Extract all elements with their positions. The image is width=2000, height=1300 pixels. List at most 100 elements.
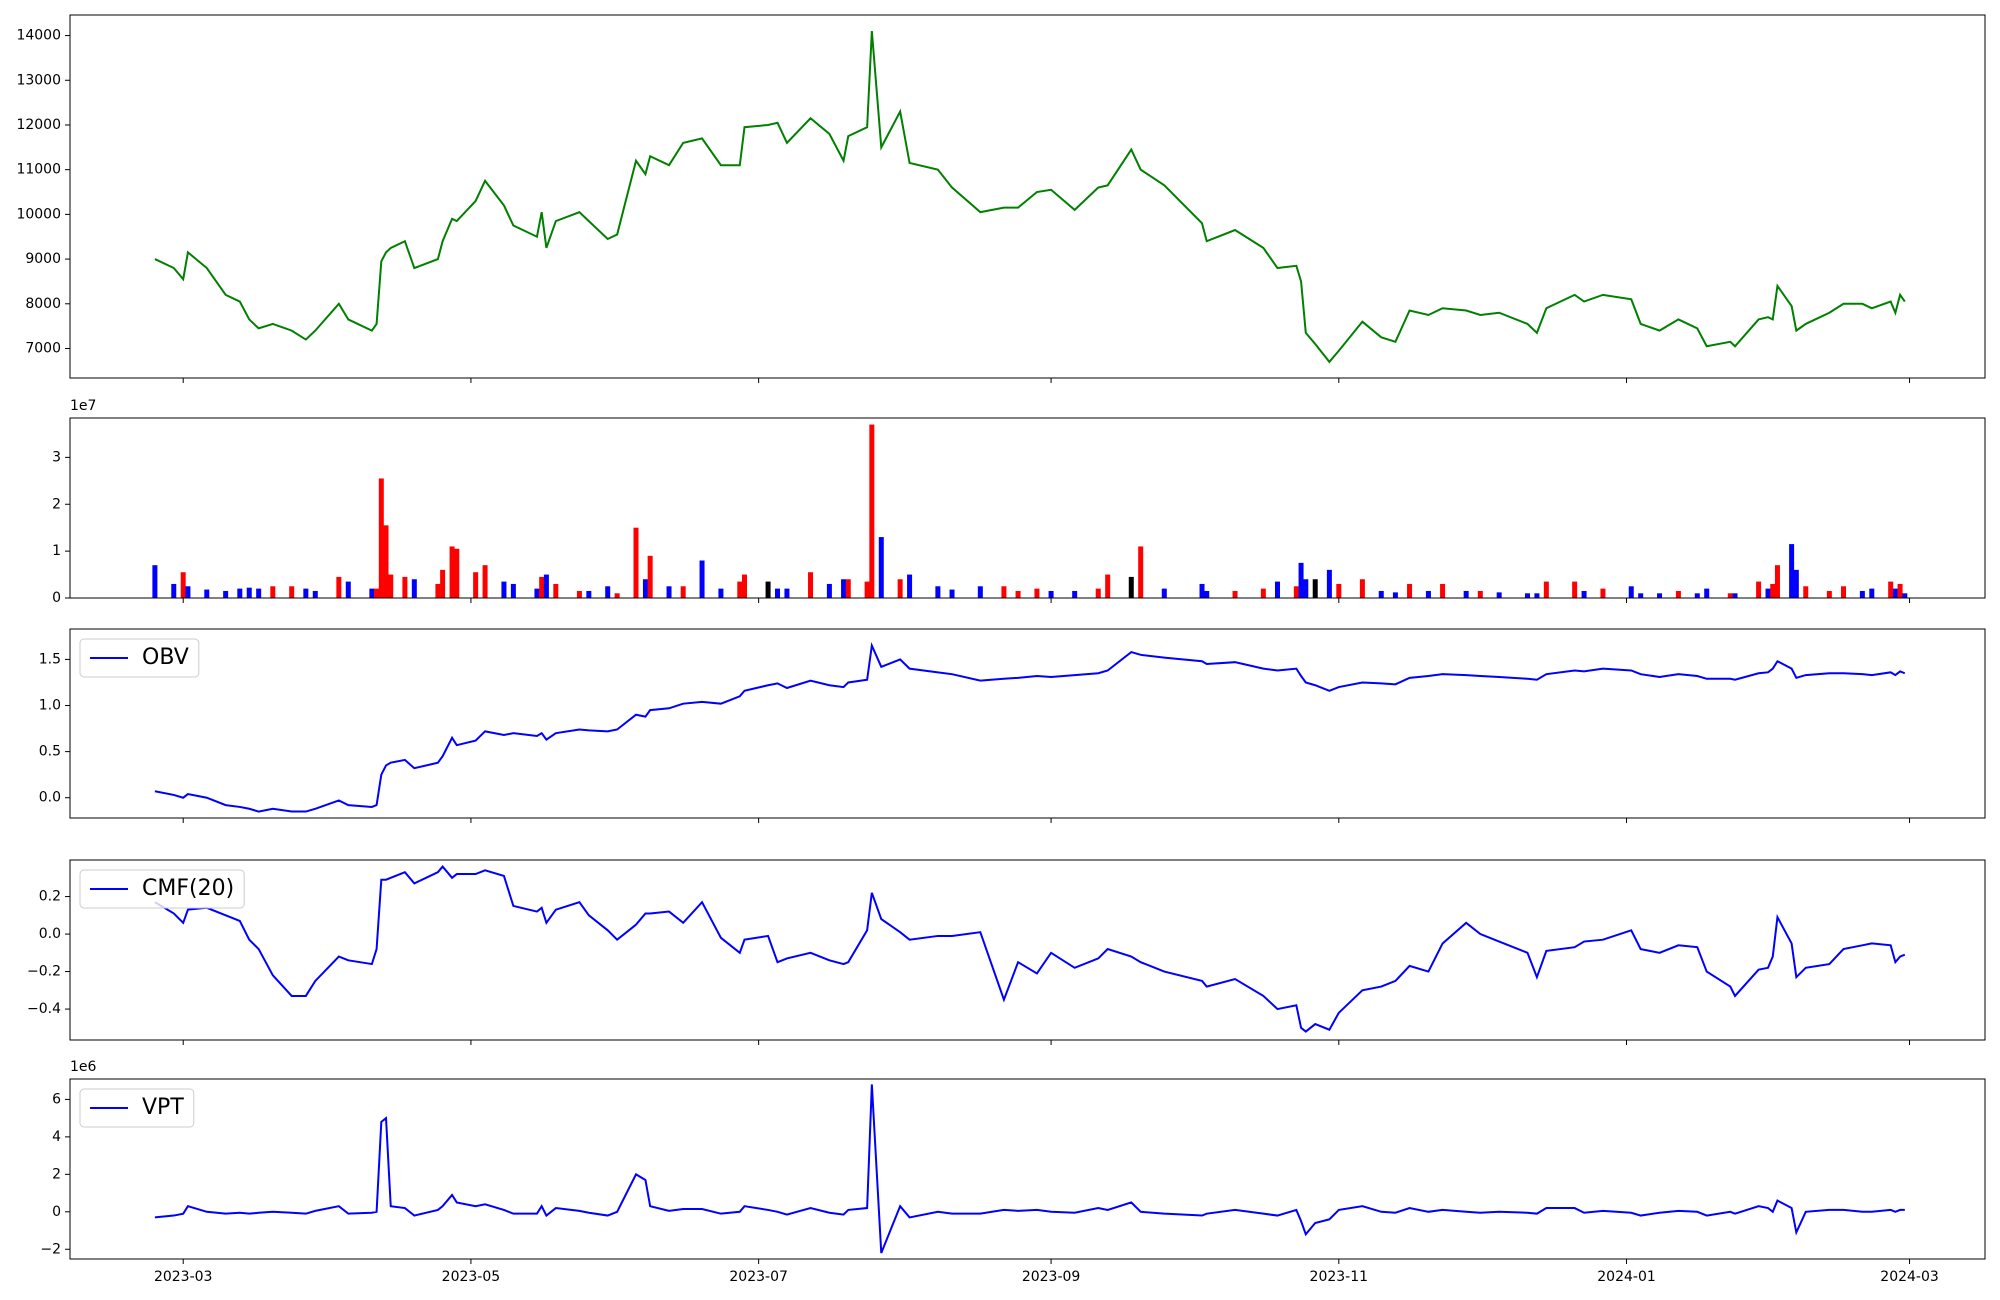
y-tick-label: 1.5 [39,651,61,667]
volume-bar [1298,562,1304,598]
volume-bar [1628,586,1634,598]
y-tick-label: 6 [52,1091,61,1107]
volume-bar [765,581,771,598]
x-tick-label: 2023-11 [1310,1269,1369,1285]
volume-bar [1326,569,1332,598]
volume-bar [1892,588,1898,598]
volume-bar [1303,579,1309,598]
volume-bar [1657,593,1663,598]
volume-bar [1463,590,1469,598]
volume-bar [1756,581,1762,598]
y-tick-label: 0 [52,1204,61,1220]
legend-label: OBV [142,645,189,670]
volume-bar [171,583,177,598]
y-tick-label: 1.0 [39,698,61,714]
volume-bar [1496,592,1502,598]
volume-bar [784,588,790,598]
volume-bar [977,586,983,598]
volume-bar [204,589,210,598]
volume-bar [878,537,884,598]
axes-frame [69,628,1986,819]
series-line [154,31,1906,364]
y-tick-label: 8000 [25,296,61,312]
y-tick-label: 0 [52,590,61,606]
y-tick-label: 1 [52,543,61,559]
volume-bar [336,576,342,598]
volume-bar [1774,565,1780,598]
volume-bar [501,581,507,598]
series-line [154,641,1906,813]
volume-bar [1770,583,1776,598]
volume-bar [374,588,380,598]
volume-bar [1888,581,1894,598]
volume-bar [1869,588,1875,598]
volume-bar [907,574,913,598]
x-tick-label: 2024-01 [1597,1269,1656,1285]
axes-frame [69,1078,1986,1260]
axis-offset-label: 1e7 [70,398,96,414]
y-tick-label: 0.5 [39,744,61,760]
volume-bar [1425,590,1431,598]
volume-bar [1694,593,1700,598]
y-tick-label: 0.2 [39,889,61,905]
volume-bar [586,590,592,598]
volume-bar [510,583,516,598]
volume-bar [411,579,417,598]
volume-bar [1600,588,1606,598]
volume-bar [180,572,186,598]
volume-bar [303,588,309,598]
volume-bar [1803,586,1809,598]
volume-bar [1138,546,1144,598]
volume-bar [935,586,941,598]
volume-bar [1789,544,1795,598]
volume-bar [647,555,653,598]
volume-bar [642,579,648,598]
volume-bar [1524,593,1530,598]
volume-bar [1765,588,1771,598]
volume-bar [270,586,276,598]
series-line [154,865,1906,1033]
volume-bar [614,593,620,598]
volume-bar [185,586,191,598]
y-tick-label: 0.0 [39,926,61,942]
volume-bar [1048,590,1054,598]
volume-bar [1727,593,1733,598]
volume-bar [237,588,243,598]
volume-bar [897,579,903,598]
volume-bar [1902,593,1908,598]
volume-bar [312,590,318,598]
volume-bar [402,576,408,598]
volume-bar [534,588,540,598]
y-tick-label: 2 [52,1166,61,1182]
volume-bar [605,586,611,598]
legend: CMF(20) [79,869,245,909]
volume-bar [1378,590,1384,598]
volume-bar [1840,586,1846,598]
volume-bar [666,586,672,598]
volume-bar [378,478,384,598]
volume-bar [449,546,455,598]
volume-bar [680,586,686,598]
volume-bar [388,574,394,598]
volume-bar [1675,590,1681,598]
volume-bar [383,525,389,598]
legend-box [79,638,200,678]
x-tick-label: 2024-03 [1880,1269,1939,1285]
volume-bar [1034,588,1040,598]
legend-label: VPT [142,1095,184,1120]
volume-bar [1732,593,1738,598]
volume-bar [152,565,158,598]
volume-bar [345,581,351,598]
y-tick-label: 7000 [25,340,61,356]
legend-box [79,1088,195,1128]
volume-bar [369,588,375,598]
volume-bar [1312,579,1318,598]
volume-bar [454,548,460,598]
volume-bar [1274,581,1280,598]
volume-bar [1543,581,1549,598]
volume-bar [1581,590,1587,598]
volume-bar [1260,588,1266,598]
y-tick-label: 2 [52,496,61,512]
volume-bar [1826,590,1832,598]
